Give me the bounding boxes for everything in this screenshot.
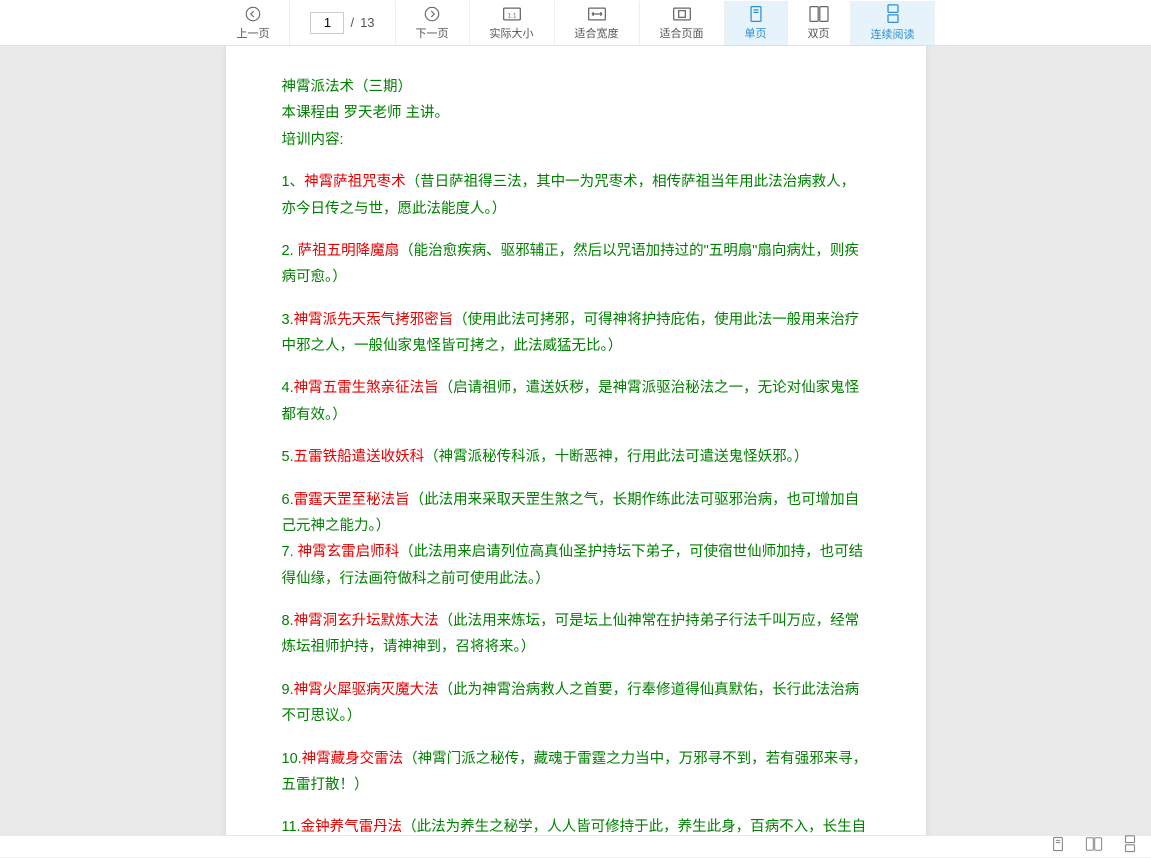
single-page-button[interactable]: 单页 xyxy=(725,1,788,45)
item-title: 神霄玄雷启师科 xyxy=(298,544,400,560)
doc-training-label: 培训内容: xyxy=(282,127,870,153)
continuous-label: 连续阅读 xyxy=(871,26,915,42)
item-title: 神霄派先天炁气拷邪密旨 xyxy=(294,312,454,328)
next-icon xyxy=(423,5,441,23)
double-page-icon xyxy=(808,5,830,23)
total-pages: 13 xyxy=(360,15,374,30)
item-number: 3. xyxy=(282,312,294,328)
bottom-single-icon[interactable] xyxy=(1051,836,1065,857)
item-title: 神霄萨祖咒枣术 xyxy=(304,174,406,190)
item-number: 9. xyxy=(282,682,294,698)
fit-page-icon xyxy=(672,5,692,23)
item-number: 4. xyxy=(282,380,294,396)
next-page-button[interactable]: 下一页 xyxy=(396,1,470,45)
item-number: 1、 xyxy=(282,174,305,190)
continuous-button[interactable]: 连续阅读 xyxy=(851,1,935,45)
prev-page-button[interactable]: 上一页 xyxy=(216,1,290,45)
fit-width-label: 适合宽度 xyxy=(575,25,619,41)
item-number: 7. xyxy=(282,544,298,560)
item-title: 神霄洞玄升坛默炼大法 xyxy=(294,613,439,629)
single-page-label: 单页 xyxy=(745,25,767,41)
doc-item: 9.神霄火犀驱病灭魔大法（此为神霄治病救人之首要，行奉修道得仙真默佑，长行此法治… xyxy=(282,677,870,730)
doc-title: 神霄派法术（三期） xyxy=(282,74,870,100)
item-title: 金钟养气雷丹法 xyxy=(301,819,403,835)
page-sep: / xyxy=(350,15,354,30)
fit-page-label: 适合页面 xyxy=(660,25,704,41)
doc-item: 8.神霄洞玄升坛默炼大法（此法用来炼坛，可是坛上仙神常在护持弟子行法千叫万应，经… xyxy=(282,608,870,661)
doc-item: 4.神霄五雷生煞亲征法旨（启请祖师，遣送妖秽，是神霄派驱治秘法之一，无论对仙家鬼… xyxy=(282,375,870,428)
doc-item: 10.神霄藏身交雷法（神霄门派之秘传，藏魂于雷霆之力当中，万邪寻不到，若有强邪来… xyxy=(282,746,870,799)
actual-size-button[interactable]: 1:1 实际大小 xyxy=(470,1,555,45)
document-area: 神霄派法术（三期） 本课程由 罗天老师 主讲。 培训内容: 1、神霄萨祖咒枣术（… xyxy=(0,46,1151,857)
page-input[interactable] xyxy=(310,12,344,34)
svg-text:1:1: 1:1 xyxy=(507,12,517,19)
prev-label: 上一页 xyxy=(236,25,269,41)
bottom-bar xyxy=(0,835,1151,857)
doc-item: 5.五雷铁船遣送收妖科（神霄派秘传科派，十断恶神，行用此法可遣送鬼怪妖邪。） xyxy=(282,444,870,470)
item-title: 神霄火犀驱病灭魔大法 xyxy=(294,682,439,698)
doc-item: 2. 萨祖五明降魔扇（能治愈疾病、驱邪辅正，然后以咒语加持过的"五明扇"扇向病灶… xyxy=(282,238,870,291)
doc-item: 3.神霄派先天炁气拷邪密旨（使用此法可拷邪，可得神将护持庇佑，使用此法一般用来治… xyxy=(282,307,870,360)
item-number: 8. xyxy=(282,613,294,629)
double-page-button[interactable]: 双页 xyxy=(788,1,851,45)
items-container: 1、神霄萨祖咒枣术（昔日萨祖得三法，其中一为咒枣术，相传萨祖当年用此法治病救人，… xyxy=(282,153,870,857)
bottom-double-icon[interactable] xyxy=(1085,836,1103,857)
item-number: 6. xyxy=(282,492,294,508)
fit-width-button[interactable]: 适合宽度 xyxy=(555,1,640,45)
double-page-label: 双页 xyxy=(808,25,830,41)
fit-width-icon xyxy=(587,5,607,23)
item-desc: （神霄派秘传科派，十断恶神，行用此法可遣送鬼怪妖邪。） xyxy=(424,449,808,465)
doc-item: 7. 神霄玄雷启师科（此法用来启请列位高真仙圣护持坛下弟子，可使宿世仙师加持，也… xyxy=(282,539,870,592)
item-title: 五雷铁船遣送收妖科 xyxy=(294,449,425,465)
item-number: 10. xyxy=(282,751,302,767)
item-number: 11. xyxy=(282,819,301,835)
continuous-icon xyxy=(885,4,901,24)
item-number: 2. xyxy=(282,243,298,259)
bottom-continuous-icon[interactable] xyxy=(1123,835,1137,858)
fit-page-button[interactable]: 适合页面 xyxy=(640,1,725,45)
doc-item: 6.雷霆天罡至秘法旨（此法用来采取天罡生煞之气，长期作练此法可驱邪治病，也可增加… xyxy=(282,487,870,540)
doc-lecturer: 本课程由 罗天老师 主讲。 xyxy=(282,100,870,126)
toolbar: 上一页 / 13 下一页 1:1 实际大小 适合宽度 适合页面 单页 xyxy=(0,0,1151,46)
item-number: 5. xyxy=(282,449,294,465)
item-title: 雷霆天罡至秘法旨 xyxy=(294,492,410,508)
next-label: 下一页 xyxy=(416,25,449,41)
item-title: 神霄藏身交雷法 xyxy=(302,751,404,767)
document-page: 神霄派法术（三期） 本课程由 罗天老师 主讲。 培训内容: 1、神霄萨祖咒枣术（… xyxy=(226,46,926,857)
page-number-group: / 13 xyxy=(290,1,395,45)
item-title: 神霄五雷生煞亲征法旨 xyxy=(294,380,439,396)
prev-icon xyxy=(244,5,262,23)
actual-size-icon: 1:1 xyxy=(502,5,522,23)
single-page-icon xyxy=(748,5,764,23)
actual-size-label: 实际大小 xyxy=(490,25,534,41)
doc-item: 1、神霄萨祖咒枣术（昔日萨祖得三法，其中一为咒枣术，相传萨祖当年用此法治病救人，… xyxy=(282,169,870,222)
item-title: 萨祖五明降魔扇 xyxy=(298,243,400,259)
